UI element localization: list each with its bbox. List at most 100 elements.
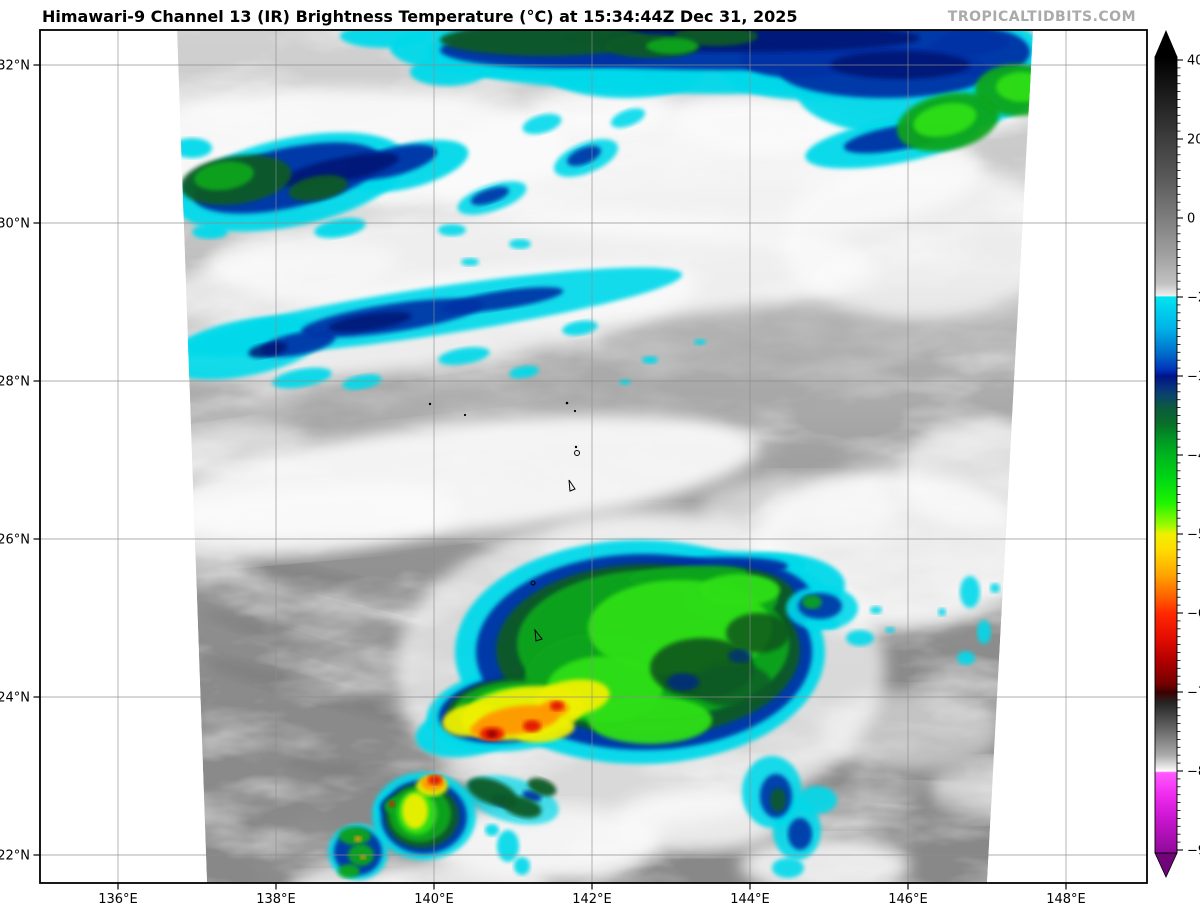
cloud-blob bbox=[619, 379, 631, 385]
cloud-blob bbox=[177, 243, 399, 317]
cloud-blob bbox=[194, 161, 254, 191]
colorbar-tick-label: −40 bbox=[1187, 449, 1200, 464]
island-outline bbox=[530, 580, 536, 586]
colorbar-tick-label: −20 bbox=[1187, 291, 1200, 306]
cloud-blob bbox=[288, 175, 348, 201]
trail-se-darkgreen bbox=[770, 788, 786, 812]
y-tick-label: 22°N bbox=[0, 849, 30, 864]
cloud-blob bbox=[667, 673, 699, 691]
x-tick-label: 144°E bbox=[730, 892, 770, 906]
cloud-blob bbox=[960, 576, 980, 608]
x-tick-label: 148°E bbox=[1046, 892, 1086, 906]
cloud-blob bbox=[342, 374, 382, 390]
cloud-blob bbox=[527, 777, 557, 797]
cloud-blob bbox=[772, 858, 804, 878]
cloud-blob bbox=[340, 30, 430, 48]
cloud-blob bbox=[567, 145, 601, 167]
cloud-blob bbox=[485, 824, 499, 836]
plot-frame bbox=[39, 29, 1148, 884]
cloud-blob bbox=[370, 860, 550, 883]
cloud-blob bbox=[700, 475, 900, 545]
cloud-blob bbox=[338, 864, 360, 878]
colorbar-ticks bbox=[1177, 59, 1183, 851]
cloud-blob bbox=[328, 311, 412, 333]
cloud-blob bbox=[938, 608, 946, 616]
cloud-blob bbox=[509, 239, 531, 249]
x-tick-label: 138°E bbox=[256, 892, 296, 906]
y-tick-label: 28°N bbox=[0, 375, 30, 390]
colorbar-tick-label: 40 bbox=[1187, 54, 1200, 69]
colorbar-arrow-bottom bbox=[1154, 852, 1178, 878]
cloud-blob bbox=[440, 287, 564, 313]
cloud-blob bbox=[523, 720, 541, 732]
cloud-blob bbox=[770, 788, 786, 812]
cloud-blob bbox=[461, 258, 479, 266]
page-title: Himawari-9 Channel 13 (IR) Brightness Te… bbox=[42, 7, 798, 26]
band-north-brightgreen bbox=[913, 72, 1033, 138]
colorbar-tick-label: −50 bbox=[1187, 528, 1200, 543]
cloud-blob bbox=[389, 801, 395, 807]
cloud-blob bbox=[177, 422, 310, 478]
cloud-blob bbox=[726, 613, 790, 653]
colorbar-tick-label: −70 bbox=[1187, 686, 1200, 701]
cloud-blob bbox=[885, 627, 895, 633]
cloud-blob bbox=[610, 108, 646, 128]
cloud-blob bbox=[381, 346, 939, 434]
cloud-blob bbox=[930, 760, 1033, 820]
cloud-blob bbox=[913, 102, 977, 138]
cloud-blob bbox=[177, 484, 460, 560]
y-tick-label: 26°N bbox=[0, 533, 30, 548]
cloud-blob bbox=[360, 854, 366, 860]
colorbar-labels: 40 20 0 −20 −30 −40 −50 −60 −70 −80 −90 bbox=[1187, 54, 1200, 859]
cloud-blob bbox=[204, 657, 416, 723]
band-north-darkgreen bbox=[440, 30, 758, 58]
cloud-blob bbox=[780, 160, 1033, 320]
cloud-blob bbox=[438, 347, 490, 365]
cloud-blob bbox=[846, 630, 874, 646]
storm-south-darkred bbox=[487, 730, 497, 738]
cloud-blob bbox=[502, 796, 542, 818]
x-tick-label: 136°E bbox=[98, 892, 138, 906]
cloud-blob bbox=[957, 651, 975, 665]
island-outline bbox=[574, 450, 580, 456]
island-outlines bbox=[428, 401, 580, 642]
watermark: TROPICALTIDBITS.COM bbox=[947, 9, 1136, 25]
cloud-blob bbox=[670, 95, 850, 155]
cloud-blob bbox=[646, 38, 698, 54]
band-nw-green bbox=[194, 161, 254, 191]
cloud-blob bbox=[177, 316, 326, 380]
cloud-blob bbox=[694, 339, 706, 345]
y-tick-label: 24°N bbox=[0, 691, 30, 706]
cloud-blob bbox=[470, 186, 510, 206]
cloud-blob bbox=[438, 224, 466, 236]
cloud-blob bbox=[788, 818, 812, 850]
x-tick-label: 146°E bbox=[888, 892, 928, 906]
satellite-map: 136°E 138°E 140°E 142°E 144°E 146°E 148°E 32°N 3… bbox=[0, 29, 1148, 906]
satellite-imagery bbox=[177, 30, 1033, 883]
gridlines bbox=[40, 30, 1147, 883]
y-tick-label: 30°N bbox=[0, 217, 30, 232]
cloud-blob bbox=[642, 356, 658, 364]
colorbar-tick-label: 20 bbox=[1187, 133, 1200, 148]
cloud-blob bbox=[509, 365, 539, 379]
cloud-blob bbox=[339, 827, 371, 845]
cloud-blob bbox=[700, 574, 780, 606]
colorbar-tick-label: −60 bbox=[1187, 607, 1200, 622]
x-tick-label: 142°E bbox=[572, 892, 612, 906]
cloud-blob bbox=[497, 830, 519, 862]
cloud-blob bbox=[514, 857, 530, 875]
island-outline bbox=[534, 628, 543, 642]
axis-labels: 136°E 138°E 140°E 142°E 144°E 146°E 148°E 32°N 3… bbox=[0, 59, 1086, 906]
storm-south-navy-pockets bbox=[667, 649, 752, 691]
cloud-blob bbox=[428, 775, 442, 785]
y-tick-label: 32°N bbox=[0, 59, 30, 74]
cloud-blob bbox=[802, 595, 822, 609]
island-dots bbox=[428, 401, 578, 449]
cloud-blob bbox=[990, 583, 1000, 593]
fragments-upper-navy bbox=[470, 145, 601, 206]
cloud-blob bbox=[354, 836, 362, 842]
cloud-blob bbox=[402, 793, 428, 829]
cloud-blob bbox=[870, 606, 882, 614]
colorbar-tick-label: −90 bbox=[1187, 844, 1200, 859]
